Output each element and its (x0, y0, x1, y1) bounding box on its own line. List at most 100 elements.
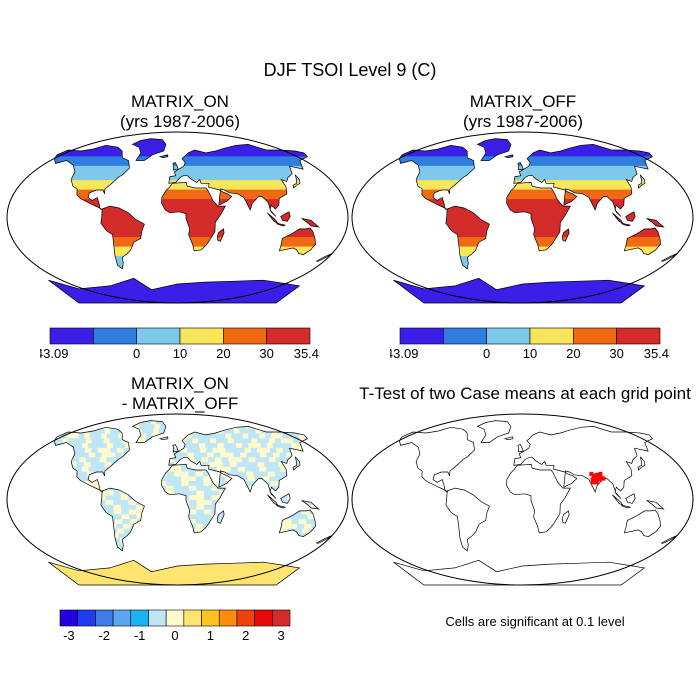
coastline-new-guinea (301, 218, 320, 228)
panel-title-difference: MATRIX_ON - MATRIX_OFF (75, 374, 285, 414)
coastlines (48, 420, 333, 586)
colorbar-swatch (272, 609, 291, 627)
colorbar-swatch (183, 609, 202, 627)
colorbar-label: -43.09 (390, 346, 418, 361)
coastline-borneo (280, 211, 291, 222)
coastline-greenland (131, 420, 167, 443)
coastline-new-zealand (661, 535, 678, 544)
panel-title-line2: (yrs 1987-2006) (119, 112, 240, 131)
significant-cell (591, 480, 596, 485)
colorbar-difference: -3 -2 -1 0 1 2 3 (59, 609, 291, 643)
colorbar-swatch (486, 327, 531, 345)
map-ttest (351, 413, 694, 586)
coastline-indonesia-a (267, 212, 279, 225)
map-matrix-on (6, 131, 349, 304)
significant-cell (598, 471, 603, 476)
colorbar-swatch (218, 609, 238, 627)
colorbar-swatch (136, 327, 181, 345)
colorbar-swatch (179, 327, 224, 345)
colorbar-label: -43.09 (40, 346, 68, 361)
coastline-borneo (625, 493, 636, 504)
colorbar-swatch (399, 327, 444, 345)
coastline-south-america (100, 205, 145, 270)
coastline-borneo (625, 211, 636, 222)
colorbar-matrix-off: -43.09 0 10 20 30 35.45 (390, 327, 670, 361)
globe-outline (351, 413, 694, 586)
coastline-iceland (503, 154, 514, 159)
colorbar-swatch (95, 609, 114, 627)
coastline-africa (161, 464, 226, 534)
colorbar-label: -2 (98, 628, 110, 643)
significant-cells (589, 471, 606, 485)
coastline-java (620, 222, 632, 227)
colorbar-swatch (77, 609, 96, 627)
colorbar-swatch (223, 327, 267, 345)
panel-title-line1: MATRIX_OFF (469, 92, 577, 111)
panel-title-ttest: T-Test of two Case means at each grid po… (350, 384, 700, 404)
colorbar-matrix-on: -43.09 0 10 20 30 35.45 (40, 327, 320, 361)
coastline-new-guinea (646, 500, 665, 510)
coastline-australia (278, 227, 316, 255)
coastline-north-america (53, 144, 130, 211)
colorbar-label: 10 (173, 346, 187, 361)
coastline-indonesia-a (612, 494, 624, 507)
coastline-north-america (398, 144, 475, 211)
panel-title-line2: (yrs 1987-2006) (462, 112, 583, 131)
coastline-borneo (280, 493, 291, 504)
colorbar-swatch (59, 609, 78, 627)
coastline-eurasia (168, 426, 308, 499)
coastline-eurasia (168, 144, 308, 217)
colorbar-label: 20 (566, 346, 580, 361)
coastline-africa (506, 464, 571, 534)
coastline-madagascar (561, 510, 570, 524)
colorbar-swatch (148, 609, 167, 627)
significant-cell (590, 477, 595, 482)
figure-title: DJF TSOI Level 9 (C) (263, 60, 437, 80)
colorbar-swatch (112, 609, 132, 627)
colorbar-label: 30 (609, 346, 623, 361)
coastline-japan (637, 174, 646, 189)
coastline-greenland (476, 420, 512, 443)
colorbar-label: 0 (133, 346, 140, 361)
coastline-north-america (53, 426, 130, 493)
significant-cell (594, 480, 599, 485)
colorbar-swatch (201, 609, 220, 627)
coastline-uk (517, 161, 524, 171)
panel-title-line1: MATRIX_ON (131, 92, 229, 111)
coastline-greenland (131, 138, 167, 161)
coastline-antarctica (48, 277, 301, 304)
coastlines (393, 420, 678, 586)
colorbar-label: 30 (259, 346, 273, 361)
panel-title-line1: T-Test of two Case means at each grid po… (359, 384, 691, 403)
globe-outline (351, 131, 694, 304)
coastline-north-america (398, 426, 475, 493)
coastline-australia (623, 227, 661, 255)
coastline-new-zealand (316, 253, 333, 262)
coastline-south-america (100, 487, 145, 552)
coastline-uk (517, 443, 524, 453)
ttest-note: Cells are significant at 0.1 level (445, 614, 625, 629)
coastline-south-america (445, 487, 490, 552)
globe-outline (6, 131, 349, 304)
panel-title-matrix-off: MATRIX_OFF (yrs 1987-2006) (418, 92, 628, 132)
colorbar-swatch (93, 327, 137, 345)
colorbar-swatch (130, 609, 149, 627)
panel-title-line2: - MATRIX_OFF (121, 394, 239, 413)
significant-cell (595, 472, 600, 477)
colorbar-label: 20 (216, 346, 230, 361)
colorbar-swatch (616, 327, 661, 345)
colorbar-swatch (49, 327, 94, 345)
coastline-indonesia-a (612, 212, 624, 225)
colorbar-swatch (573, 327, 617, 345)
coastline-antarctica (393, 277, 646, 304)
coastline-java (620, 504, 632, 509)
coastline-greenland (476, 138, 512, 161)
coastline-japan (637, 456, 646, 471)
coastlines (48, 138, 333, 304)
colorbar-swatch (254, 609, 273, 627)
coastline-madagascar (216, 228, 225, 242)
significant-cell (589, 471, 594, 476)
coastline-uk (172, 161, 179, 171)
map-difference (6, 413, 349, 586)
coastline-java (275, 222, 287, 227)
